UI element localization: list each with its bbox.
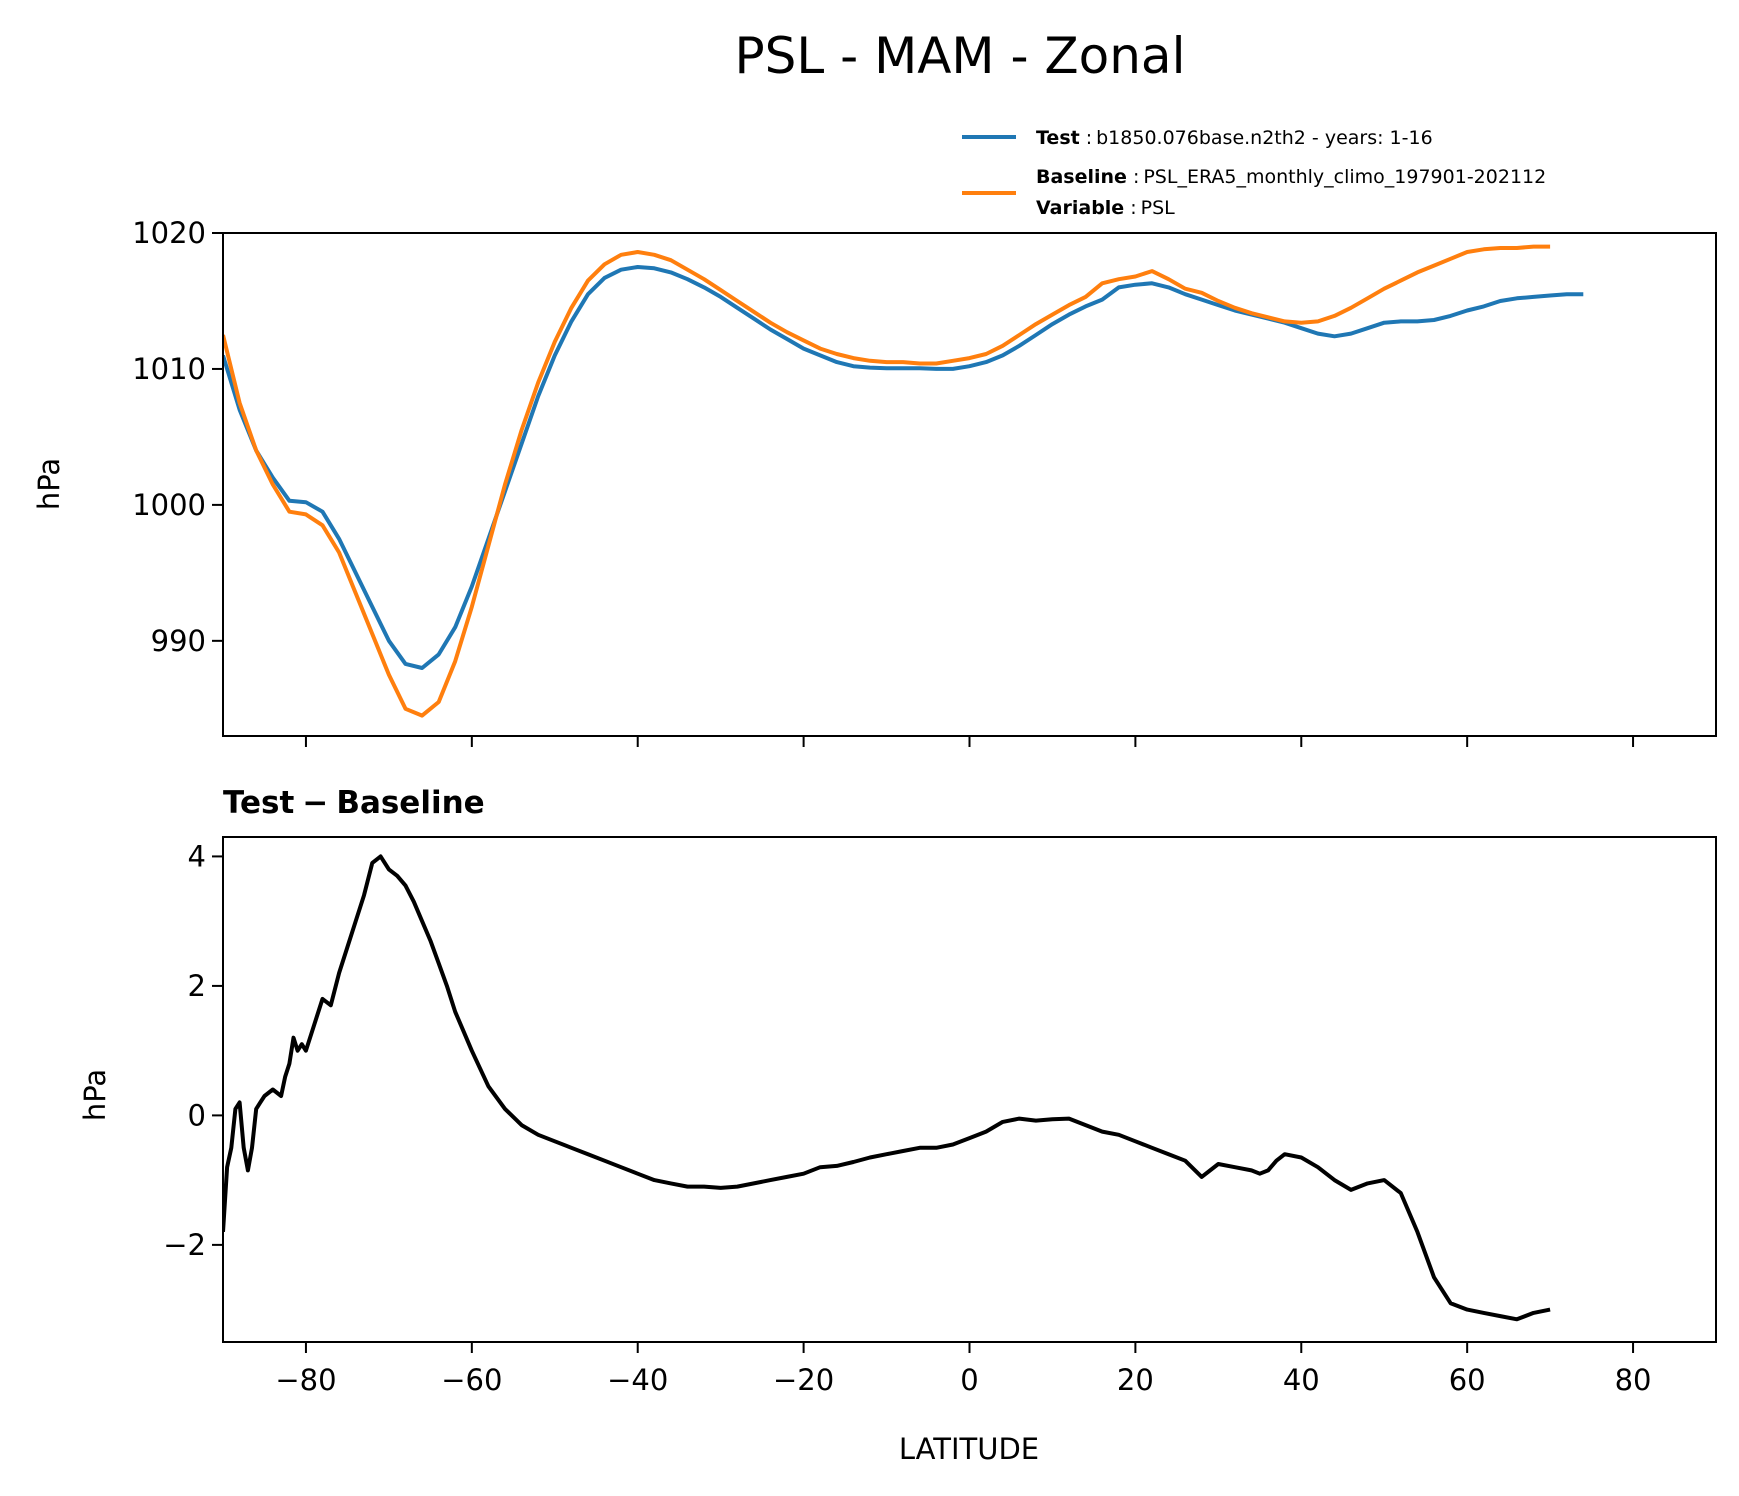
bottom-subtitle: Test − Baseline [223,785,485,821]
legend-variable-text: Variable: PSL [1036,197,1175,219]
top-series-baseline-line [223,244,1551,718]
bottom-series-test-baseline-line [223,854,1551,1322]
top-ytick-label: 1010 [132,352,206,386]
bottom-xtick-label: −80 [275,1363,336,1397]
x-axis-label: LATITUDE [899,1432,1039,1466]
top-ytick-label: 990 [151,624,206,658]
top-axis-ticks: 990 1000 1010 1020 [132,216,1635,747]
bottom-xtick-label: −20 [773,1363,834,1397]
bottom-xtick-label: 20 [1117,1363,1154,1397]
bottom-plot-frame [222,836,1717,1343]
bottom-ylabel: hPa [78,1069,112,1121]
legend-test-text: Test: b1850.076base.n2th2 - years: 1-16 [1036,127,1433,149]
bottom-xtick-label: 40 [1283,1363,1320,1397]
top-plot-frame [222,232,1717,737]
bottom-xtick-label: 60 [1449,1363,1486,1397]
top-ytick-label: 1020 [132,216,206,250]
top-panel: 990 1000 1010 1020 hPa [32,216,1717,747]
top-series-test-line [223,265,1584,670]
bottom-xtick-label: −40 [607,1363,668,1397]
bottom-ytick-label: 0 [188,1098,206,1132]
bottom-xtick-label: 0 [960,1363,978,1397]
top-ytick-label: 1000 [132,488,206,522]
legend: Test: b1850.076base.n2th2 - years: 1-16 B… [962,127,1546,219]
bottom-ytick-label: 2 [188,969,206,1003]
bottom-ytick-label: −2 [163,1228,206,1262]
top-series-lines [223,244,1584,718]
bottom-xtick-label: 80 [1615,1363,1652,1397]
bottom-ytick-label: 4 [188,839,206,873]
bottom-series-lines [223,854,1551,1322]
legend-baseline-text: Baseline: PSL_ERA5_monthly_climo_197901-2… [1036,166,1546,188]
bottom-xtick-label: −60 [441,1363,502,1397]
chart-title: PSL - MAM - Zonal [735,27,1186,85]
top-ylabel: hPa [32,458,66,510]
